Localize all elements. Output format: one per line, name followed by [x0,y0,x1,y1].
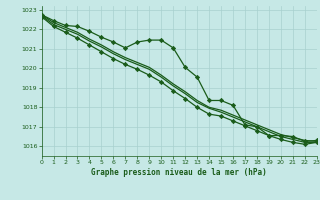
X-axis label: Graphe pression niveau de la mer (hPa): Graphe pression niveau de la mer (hPa) [91,168,267,177]
